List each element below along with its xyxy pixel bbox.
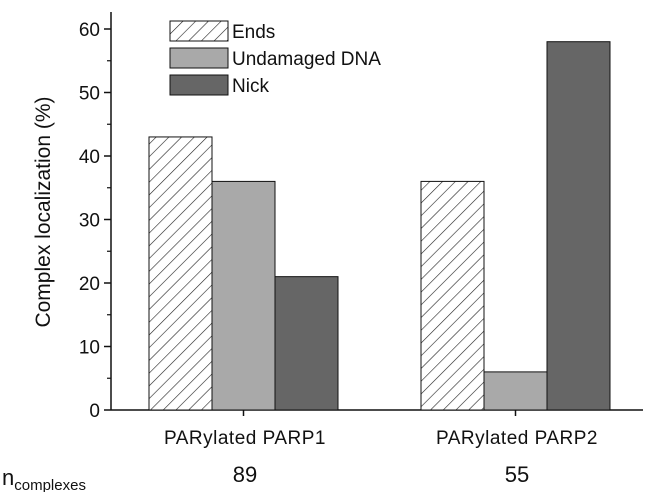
legend-swatch-nick — [169, 74, 229, 96]
category-label-parp2: PARylated PARP2 — [436, 428, 598, 449]
y-tick-label: 60 — [79, 20, 100, 41]
y-tick-label: 30 — [79, 211, 100, 232]
legend: Ends Undamaged DNA Nick — [169, 20, 381, 97]
bar-undamaged-dna-2 — [483, 371, 548, 411]
bar-nick-2 — [546, 41, 611, 411]
y-tick-label: 40 — [79, 147, 100, 168]
y-tick-label: 0 — [89, 401, 100, 422]
count-parp1: 89 — [233, 462, 257, 487]
y-ticks: 0 10 20 30 40 50 60 — [79, 20, 111, 422]
bar-ends-2 — [420, 180, 485, 411]
bar-ends-1 — [148, 136, 213, 411]
n-label-sub: complexes — [14, 477, 86, 492]
x-ticks — [242, 410, 517, 416]
n-label-main: n — [2, 465, 14, 490]
bar-undamaged-dna-1 — [211, 180, 276, 411]
y-tick-label: 10 — [79, 338, 100, 359]
legend-label-ends: Ends — [232, 22, 275, 43]
bars — [148, 41, 611, 411]
legend-label-nick: Nick — [232, 76, 269, 97]
legend-swatch-ends — [169, 20, 229, 42]
y-axis-title: Complex localization (%) — [32, 96, 55, 327]
category-label-parp1: PARylated PARP1 — [164, 428, 326, 449]
n-complexes-label: ncomplexes — [2, 465, 86, 492]
legend-swatch-undamaged-dna — [169, 47, 229, 69]
y-tick-label: 50 — [79, 84, 100, 105]
legend-label-undamaged-dna: Undamaged DNA — [232, 49, 381, 70]
y-tick-label: 20 — [79, 274, 100, 295]
count-parp2: 55 — [505, 462, 529, 487]
bar-nick-1 — [274, 276, 339, 411]
